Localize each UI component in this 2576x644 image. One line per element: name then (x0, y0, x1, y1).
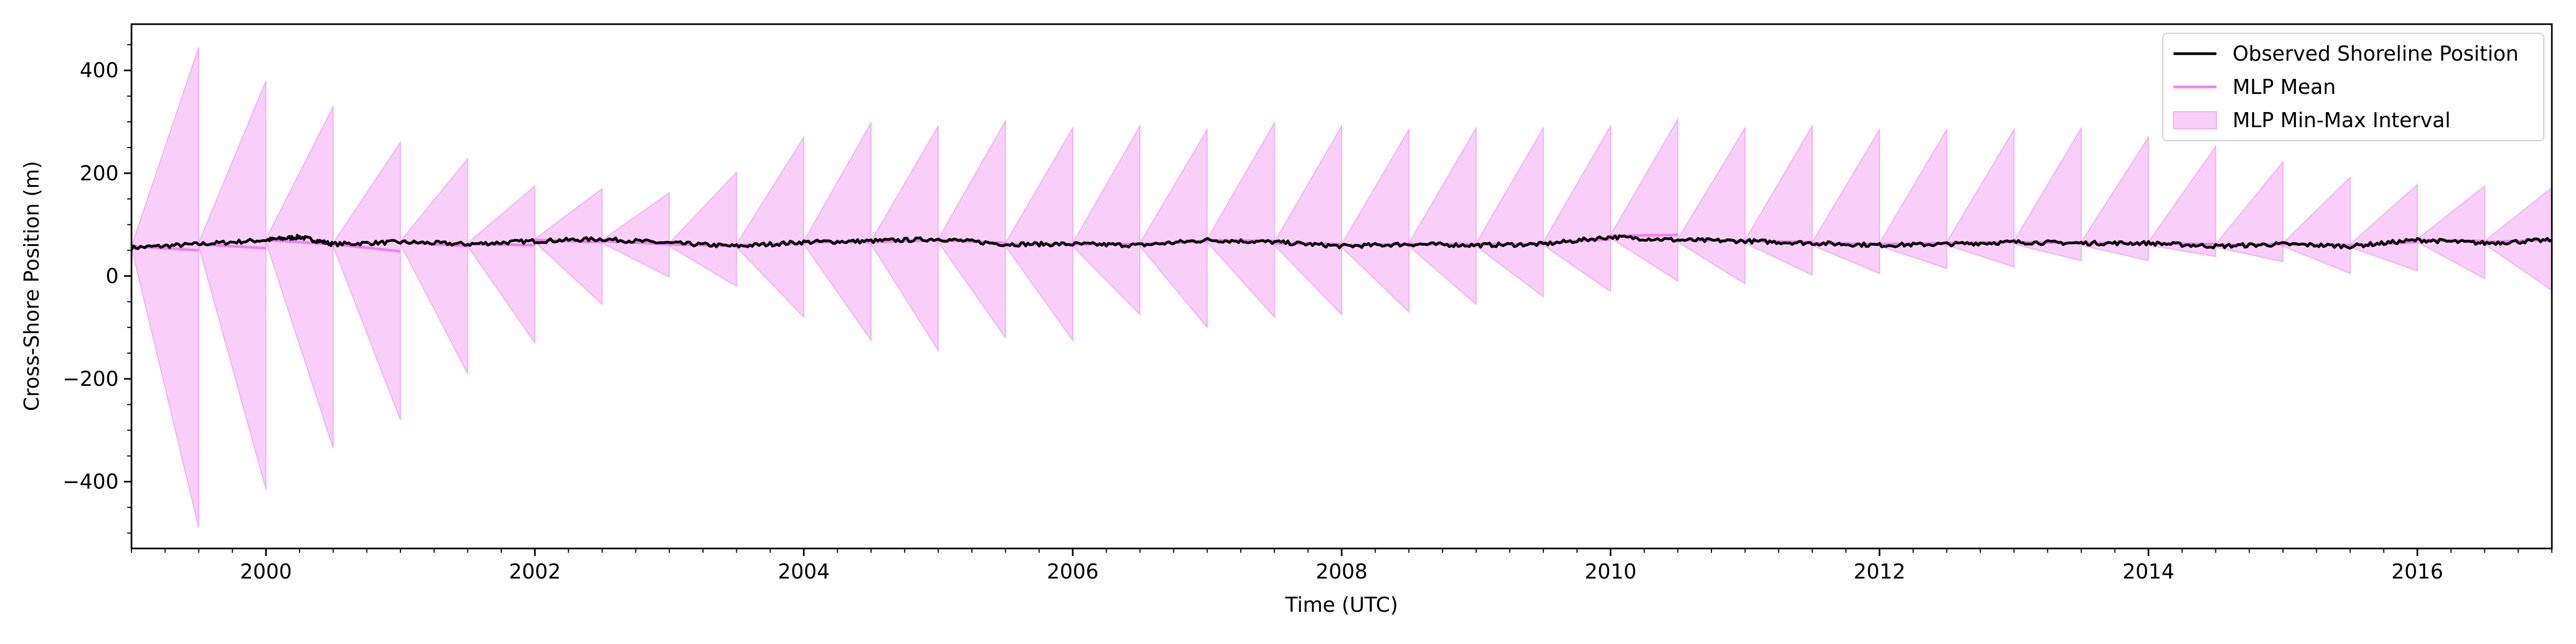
plot-area (131, 47, 2552, 528)
y-tick-label: 400 (79, 58, 119, 82)
x-axis-ticks: 2000 2002 2004 2006 2008 2010 2012 2014 2016 (131, 548, 2552, 583)
observed-shoreline-line (131, 233, 2552, 251)
x-tick-label: 2012 (1854, 560, 1906, 583)
mlp-interval-wedge (131, 47, 200, 528)
x-tick-label: 2004 (778, 560, 830, 583)
x-tick-label: 2008 (1316, 560, 1368, 583)
legend-box (2162, 33, 2544, 141)
y-tick-label: 0 (106, 264, 119, 288)
y-axis-label: Cross-Shore Position (m) (20, 161, 43, 411)
x-tick-label: 2002 (509, 560, 561, 583)
y-tick-label: 200 (79, 162, 119, 185)
legend: Observed Shoreline Position MLP Mean MLP M… (2162, 33, 2544, 141)
mlp-interval-wedge (2350, 183, 2418, 272)
legend-label: Observed Shoreline Position (2233, 42, 2519, 65)
mlp-mean-line (333, 243, 401, 253)
y-tick-label: −200 (63, 367, 119, 391)
y-tick-label: −400 (63, 470, 119, 494)
x-tick-label: 2006 (1047, 560, 1099, 583)
legend-label: MLP Min-Max Interval (2233, 108, 2450, 132)
x-axis-label: Time (UTC) (1285, 593, 1398, 617)
y-axis-ticks: −400 −200 0 200 400 (63, 44, 131, 534)
x-tick-label: 2000 (240, 560, 292, 583)
legend-swatch-interval (2173, 111, 2217, 129)
mlp-interval-series (131, 47, 2552, 528)
legend-label: MLP Mean (2233, 75, 2336, 99)
x-tick-label: 2016 (2391, 560, 2443, 583)
observed-series (131, 233, 2552, 251)
x-tick-label: 2014 (2123, 560, 2175, 583)
x-tick-label: 2010 (1585, 560, 1637, 583)
